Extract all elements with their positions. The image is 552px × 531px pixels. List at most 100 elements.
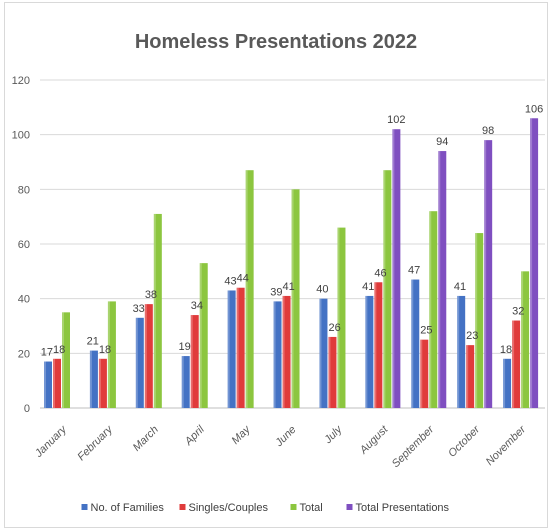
bar-total — [199, 263, 208, 408]
chart-title: Homeless Presentations 2022 — [135, 31, 417, 53]
bar-no-of-families — [365, 295, 374, 408]
x-tick-label: April — [182, 423, 207, 448]
data-label: 43 — [224, 275, 236, 287]
legend-entry: Singles/Couples — [189, 502, 269, 514]
bar-highlight — [383, 170, 386, 408]
bar-total — [337, 227, 346, 408]
bar-highlight — [181, 356, 184, 408]
y-tick-label: 60 — [18, 239, 30, 251]
bar-highlight — [44, 361, 46, 408]
data-label: 40 — [316, 284, 328, 296]
bar-highlight — [62, 312, 64, 408]
bar-singles-couples — [466, 345, 475, 408]
bar-no-of-families — [273, 301, 282, 408]
x-tick-label: May — [230, 423, 254, 447]
bar-total — [62, 312, 70, 408]
data-label: 46 — [374, 267, 386, 279]
chart-frame — [4, 2, 548, 528]
bar-highlight — [291, 189, 294, 408]
bar-highlight — [135, 317, 138, 408]
bar-no-of-families — [135, 317, 144, 408]
bar-highlight — [273, 301, 276, 408]
bar-singles-couples — [98, 358, 107, 408]
data-label: 32 — [512, 306, 524, 318]
x-tick-label: September — [390, 423, 437, 470]
data-label: 41 — [283, 281, 295, 293]
bar-total-presentations — [530, 118, 539, 409]
x-tick-label: February — [75, 423, 116, 464]
data-label: 33 — [133, 303, 145, 315]
bar-highlight — [457, 295, 460, 408]
x-tick-label: June — [273, 424, 299, 450]
bars — [44, 118, 539, 409]
bar-highlight — [89, 350, 92, 408]
legend-swatch — [346, 504, 353, 510]
data-label: 25 — [420, 325, 432, 337]
bar-no-of-families — [227, 290, 236, 408]
bar-total — [383, 170, 392, 408]
legend-swatch — [290, 504, 297, 510]
legend-swatch — [81, 504, 88, 510]
data-label: 94 — [436, 136, 448, 148]
bar-total — [291, 189, 300, 408]
bar-highlight — [236, 287, 239, 408]
bar-highlight — [466, 345, 469, 408]
bar-singles-couples — [420, 339, 429, 408]
bar-total — [107, 301, 116, 408]
bar-highlight — [521, 271, 524, 408]
bar-total — [245, 170, 254, 408]
bar-highlight — [438, 151, 441, 409]
bar-no-of-families — [319, 298, 328, 408]
data-label: 41 — [362, 281, 374, 293]
bar-total — [521, 271, 530, 408]
bar-highlight — [190, 315, 193, 408]
data-label: 39 — [270, 286, 282, 298]
data-label: 47 — [408, 265, 420, 277]
y-tick-label: 20 — [18, 348, 30, 360]
legend-entry: No. of Families — [91, 502, 165, 514]
x-tick-label: March — [131, 424, 161, 454]
bar-highlight — [107, 301, 110, 408]
bar-highlight — [337, 227, 340, 408]
bar-total — [153, 213, 162, 408]
data-label: 17 — [41, 347, 53, 359]
bar-singles-couples — [328, 336, 337, 408]
data-label: 106 — [525, 103, 543, 115]
data-label: 21 — [87, 336, 99, 348]
data-label: 18 — [99, 344, 111, 356]
y-tick-label: 0 — [24, 403, 30, 415]
data-label: 18 — [53, 344, 65, 356]
data-label: 19 — [178, 341, 190, 353]
bar-highlight — [484, 140, 487, 408]
x-tick-label: August — [357, 423, 391, 457]
x-tick-label: November — [484, 423, 529, 468]
y-tick-label: 80 — [18, 184, 30, 196]
bar-highlight — [227, 290, 230, 408]
bar-highlight — [53, 358, 55, 408]
bar-highlight — [374, 282, 377, 408]
data-label: 41 — [454, 281, 466, 293]
bar-total — [475, 233, 484, 408]
bar-total-presentations — [438, 151, 447, 409]
bar-no-of-families — [411, 279, 420, 408]
bar-highlight — [199, 263, 202, 408]
y-axis: 0 20 40 60 80 100 120 — [12, 75, 30, 415]
legend: No. of Families Singles/Couples Total Total… — [81, 502, 450, 514]
bar-highlight — [144, 304, 147, 408]
bar-highlight — [365, 295, 368, 408]
bar-highlight — [153, 213, 156, 408]
bar-singles-couples — [144, 304, 153, 408]
bar-highlight — [319, 298, 322, 408]
bar-highlight — [475, 233, 478, 408]
bar-no-of-families — [457, 295, 466, 408]
bar-no-of-families — [181, 356, 190, 408]
bar-highlight — [411, 279, 414, 408]
bar-singles-couples — [53, 358, 61, 408]
bar-highlight — [245, 170, 248, 408]
bar-singles-couples — [282, 295, 291, 408]
x-tick-label: January — [32, 423, 70, 461]
y-tick-label: 100 — [12, 130, 30, 142]
bar-highlight — [98, 358, 101, 408]
